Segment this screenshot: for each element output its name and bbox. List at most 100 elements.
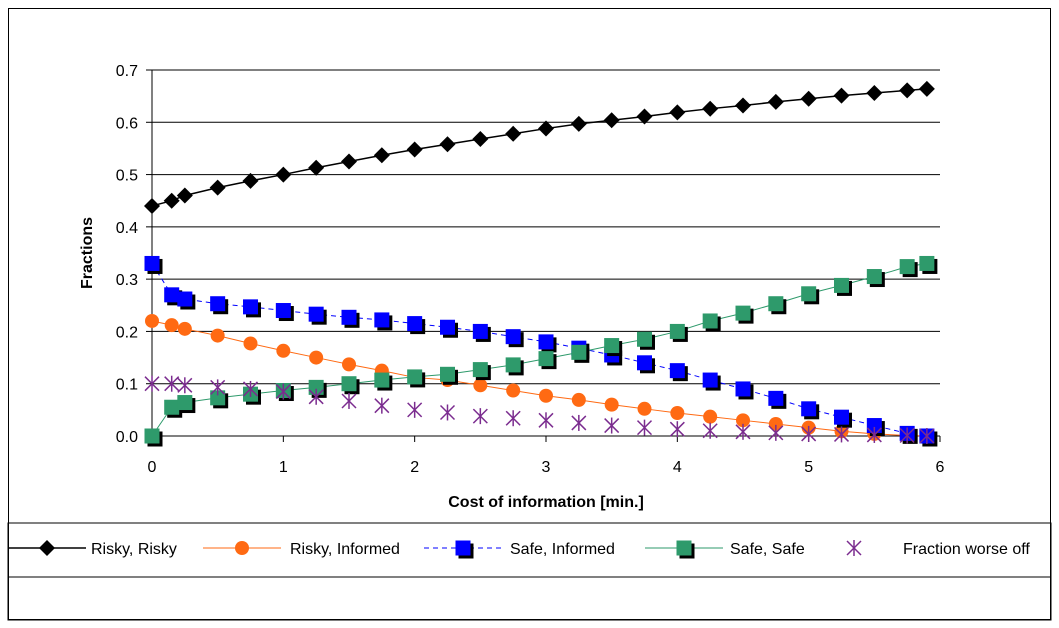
data-point bbox=[341, 392, 357, 409]
data-point bbox=[505, 125, 522, 142]
data-point bbox=[702, 100, 719, 117]
data-point bbox=[505, 410, 521, 427]
data-point bbox=[801, 425, 817, 442]
data-point bbox=[308, 159, 325, 176]
x-tick-label: 4 bbox=[673, 459, 682, 476]
data-point bbox=[702, 313, 721, 332]
data-point bbox=[866, 426, 882, 443]
data-point bbox=[833, 426, 850, 443]
data-point bbox=[768, 390, 787, 409]
x-tick-label: 6 bbox=[936, 459, 945, 476]
y-tick-label: 0.2 bbox=[116, 324, 138, 341]
data-point bbox=[177, 291, 196, 310]
data-point bbox=[243, 386, 261, 405]
data-point bbox=[735, 381, 754, 400]
series-risky-risky bbox=[144, 80, 935, 214]
data-point bbox=[177, 377, 193, 394]
x-ticks: 0 1 2 3 4 5 6 bbox=[148, 436, 945, 476]
data-point bbox=[768, 296, 787, 315]
data-point bbox=[669, 421, 685, 438]
y-ticks: 0.0 0.1 0.2 0.3 0.4 0.5 0.6 0.7 bbox=[116, 63, 152, 446]
x-tick-label: 3 bbox=[542, 459, 551, 476]
data-point bbox=[243, 299, 261, 318]
data-point bbox=[735, 423, 751, 440]
x-tick-label: 5 bbox=[804, 459, 813, 476]
legend: Risky, Risky Risky, Informed Safe, Informe… bbox=[8, 540, 1030, 559]
legend-marker bbox=[455, 540, 474, 559]
legend-entry: Safe, Safe bbox=[645, 540, 805, 559]
data-point bbox=[275, 166, 292, 183]
data-point bbox=[144, 197, 160, 214]
data-point bbox=[637, 355, 655, 374]
legend-box bbox=[7, 522, 1052, 621]
legend-label: Safe, Safe bbox=[730, 541, 805, 558]
legend-marker bbox=[39, 540, 55, 556]
data-point bbox=[440, 319, 458, 338]
data-point bbox=[637, 401, 652, 416]
series-layer bbox=[144, 80, 938, 447]
data-point bbox=[164, 375, 180, 392]
data-point bbox=[866, 85, 883, 102]
data-point bbox=[571, 344, 590, 363]
data-point bbox=[407, 401, 423, 418]
data-point bbox=[374, 312, 393, 331]
data-point bbox=[472, 323, 491, 342]
data-point bbox=[703, 409, 718, 424]
legend-entry: Safe, Informed bbox=[424, 540, 615, 559]
data-point bbox=[505, 357, 524, 376]
data-point bbox=[406, 141, 423, 158]
y-tick-label: 0.4 bbox=[116, 220, 138, 237]
data-point bbox=[210, 328, 225, 343]
legend-marker bbox=[846, 540, 862, 556]
data-point bbox=[604, 417, 620, 434]
data-point bbox=[373, 147, 390, 164]
series-line bbox=[151, 88, 927, 207]
data-point bbox=[144, 428, 163, 447]
data-point bbox=[637, 331, 655, 350]
data-point bbox=[539, 388, 553, 403]
data-point bbox=[209, 179, 226, 196]
data-point bbox=[768, 424, 784, 441]
data-point bbox=[736, 413, 750, 428]
data-point bbox=[918, 80, 935, 97]
data-point bbox=[899, 427, 915, 444]
data-point bbox=[341, 376, 360, 395]
data-point bbox=[210, 296, 229, 315]
y-tick-label: 0.7 bbox=[116, 63, 138, 80]
data-point bbox=[538, 412, 554, 429]
data-point bbox=[506, 383, 521, 398]
x-tick-label: 0 bbox=[148, 459, 157, 476]
data-point bbox=[472, 408, 488, 425]
legend-label: Risky, Informed bbox=[290, 541, 400, 558]
data-point bbox=[177, 321, 192, 336]
data-point bbox=[919, 255, 938, 274]
data-point bbox=[801, 286, 820, 305]
data-point bbox=[374, 372, 393, 391]
data-point bbox=[210, 390, 229, 409]
data-point bbox=[735, 305, 754, 324]
data-point bbox=[242, 380, 259, 397]
data-point bbox=[636, 419, 653, 436]
data-point bbox=[570, 115, 587, 132]
data-point bbox=[440, 366, 458, 385]
data-point bbox=[308, 306, 327, 325]
data-point bbox=[702, 372, 721, 391]
data-point bbox=[407, 316, 426, 335]
data-point bbox=[505, 329, 524, 348]
data-point bbox=[833, 87, 850, 104]
data-point bbox=[472, 362, 491, 381]
y-tick-label: 0.6 bbox=[116, 115, 138, 132]
data-point bbox=[276, 343, 291, 358]
data-point bbox=[407, 369, 426, 388]
data-point bbox=[801, 401, 820, 420]
data-point bbox=[604, 397, 619, 412]
data-point bbox=[144, 375, 160, 392]
chart-frame bbox=[8, 8, 1051, 620]
data-point bbox=[472, 131, 489, 148]
data-point bbox=[145, 313, 159, 328]
data-point bbox=[163, 192, 180, 209]
y-tick-label: 0.3 bbox=[116, 272, 138, 289]
series-fraction-worse-off bbox=[144, 375, 935, 444]
legend-label: Fraction worse off bbox=[903, 541, 1030, 558]
data-point bbox=[538, 334, 557, 353]
